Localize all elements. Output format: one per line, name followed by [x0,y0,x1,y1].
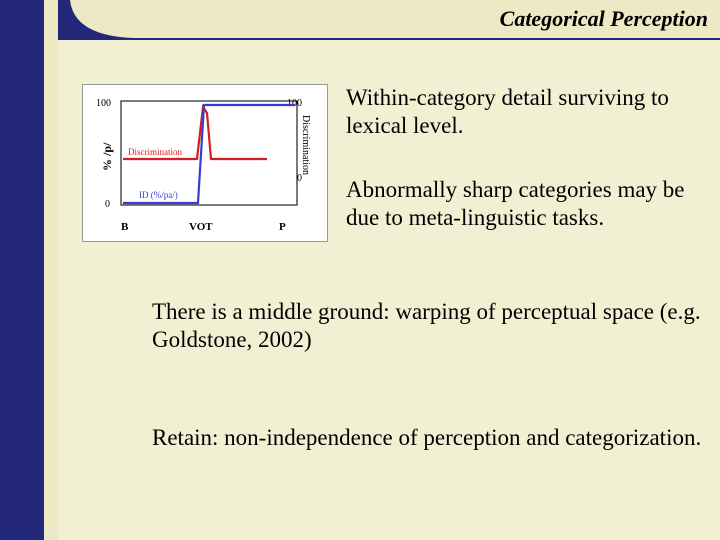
left-tick-100: 100 [96,98,111,109]
identification-label: ID (%/pa/) [139,190,178,200]
right-tick-100: 100 [287,98,302,109]
point-within-category: Within-category detail surviving to lexi… [346,85,669,138]
categorical-perception-figure: 100 0 100 0 % /p/ Discrimination B VOT P… [82,84,328,242]
left-tick-0: 0 [105,199,110,210]
plot-frame [120,100,298,206]
right-axis-label: Discrimination [300,115,311,175]
discrimination-label: Discrimination [128,147,182,157]
discrimination-curve [123,103,267,161]
x-tick-b: B [121,221,129,233]
point-sharp-categories: Abnormally sharp categories may be due t… [346,177,685,230]
right-tick-0: 0 [297,173,302,184]
left-axis-label: % /p/ [100,142,114,171]
identification-curve [123,103,295,205]
x-tick-p: P [279,221,286,233]
point-retain: Retain: non-independence of perception a… [152,425,702,450]
title-bar [44,0,720,40]
page-title: Categorical Perception [499,6,708,31]
point-middle-ground: There is a middle ground: warping of per… [152,299,701,352]
x-tick-vot: VOT [189,221,213,233]
left-sidebar-band [44,0,58,540]
left-sidebar-bar [0,0,44,540]
